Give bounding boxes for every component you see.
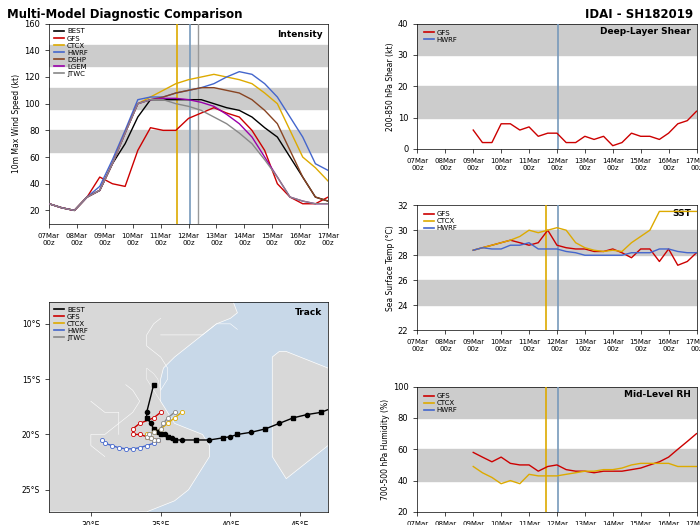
- Bar: [417, 449, 696, 480]
- Text: SST: SST: [672, 209, 691, 218]
- Y-axis label: 700-500 hPa Humidity (%): 700-500 hPa Humidity (%): [381, 398, 390, 500]
- Bar: [49, 88, 328, 109]
- Legend: GFS, HWRF: GFS, HWRF: [421, 27, 461, 46]
- Bar: [417, 280, 696, 306]
- Legend: BEST, GFS, CTCX, HWRF, DSHP, LGEM, JTWC: BEST, GFS, CTCX, HWRF, DSHP, LGEM, JTWC: [52, 27, 90, 78]
- Text: Mid-Level RH: Mid-Level RH: [624, 391, 691, 400]
- Bar: [417, 230, 696, 255]
- Polygon shape: [272, 352, 342, 479]
- Text: Intensity: Intensity: [277, 29, 323, 39]
- Bar: [49, 45, 328, 66]
- Text: IDAI - SH182019: IDAI - SH182019: [585, 8, 693, 21]
- Legend: BEST, GFS, CTCX, HWRF, JTWC: BEST, GFS, CTCX, HWRF, JTWC: [52, 305, 90, 342]
- Y-axis label: Sea Surface Temp (°C): Sea Surface Temp (°C): [386, 225, 395, 311]
- Y-axis label: 200-850 hPa Shear (kt): 200-850 hPa Shear (kt): [386, 42, 395, 131]
- Polygon shape: [147, 368, 160, 401]
- Text: Track: Track: [295, 308, 323, 317]
- Text: Deep-Layer Shear: Deep-Layer Shear: [600, 27, 691, 36]
- Bar: [417, 387, 696, 418]
- Polygon shape: [49, 302, 237, 512]
- Legend: GFS, CTCX, HWRF: GFS, CTCX, HWRF: [421, 390, 461, 416]
- Legend: GFS, CTCX, HWRF: GFS, CTCX, HWRF: [421, 208, 461, 234]
- Text: Multi-Model Diagnostic Comparison: Multi-Model Diagnostic Comparison: [7, 8, 242, 21]
- Bar: [417, 86, 696, 118]
- Y-axis label: 10m Max Wind Speed (kt): 10m Max Wind Speed (kt): [13, 74, 21, 173]
- Bar: [417, 24, 696, 55]
- Bar: [49, 130, 328, 152]
